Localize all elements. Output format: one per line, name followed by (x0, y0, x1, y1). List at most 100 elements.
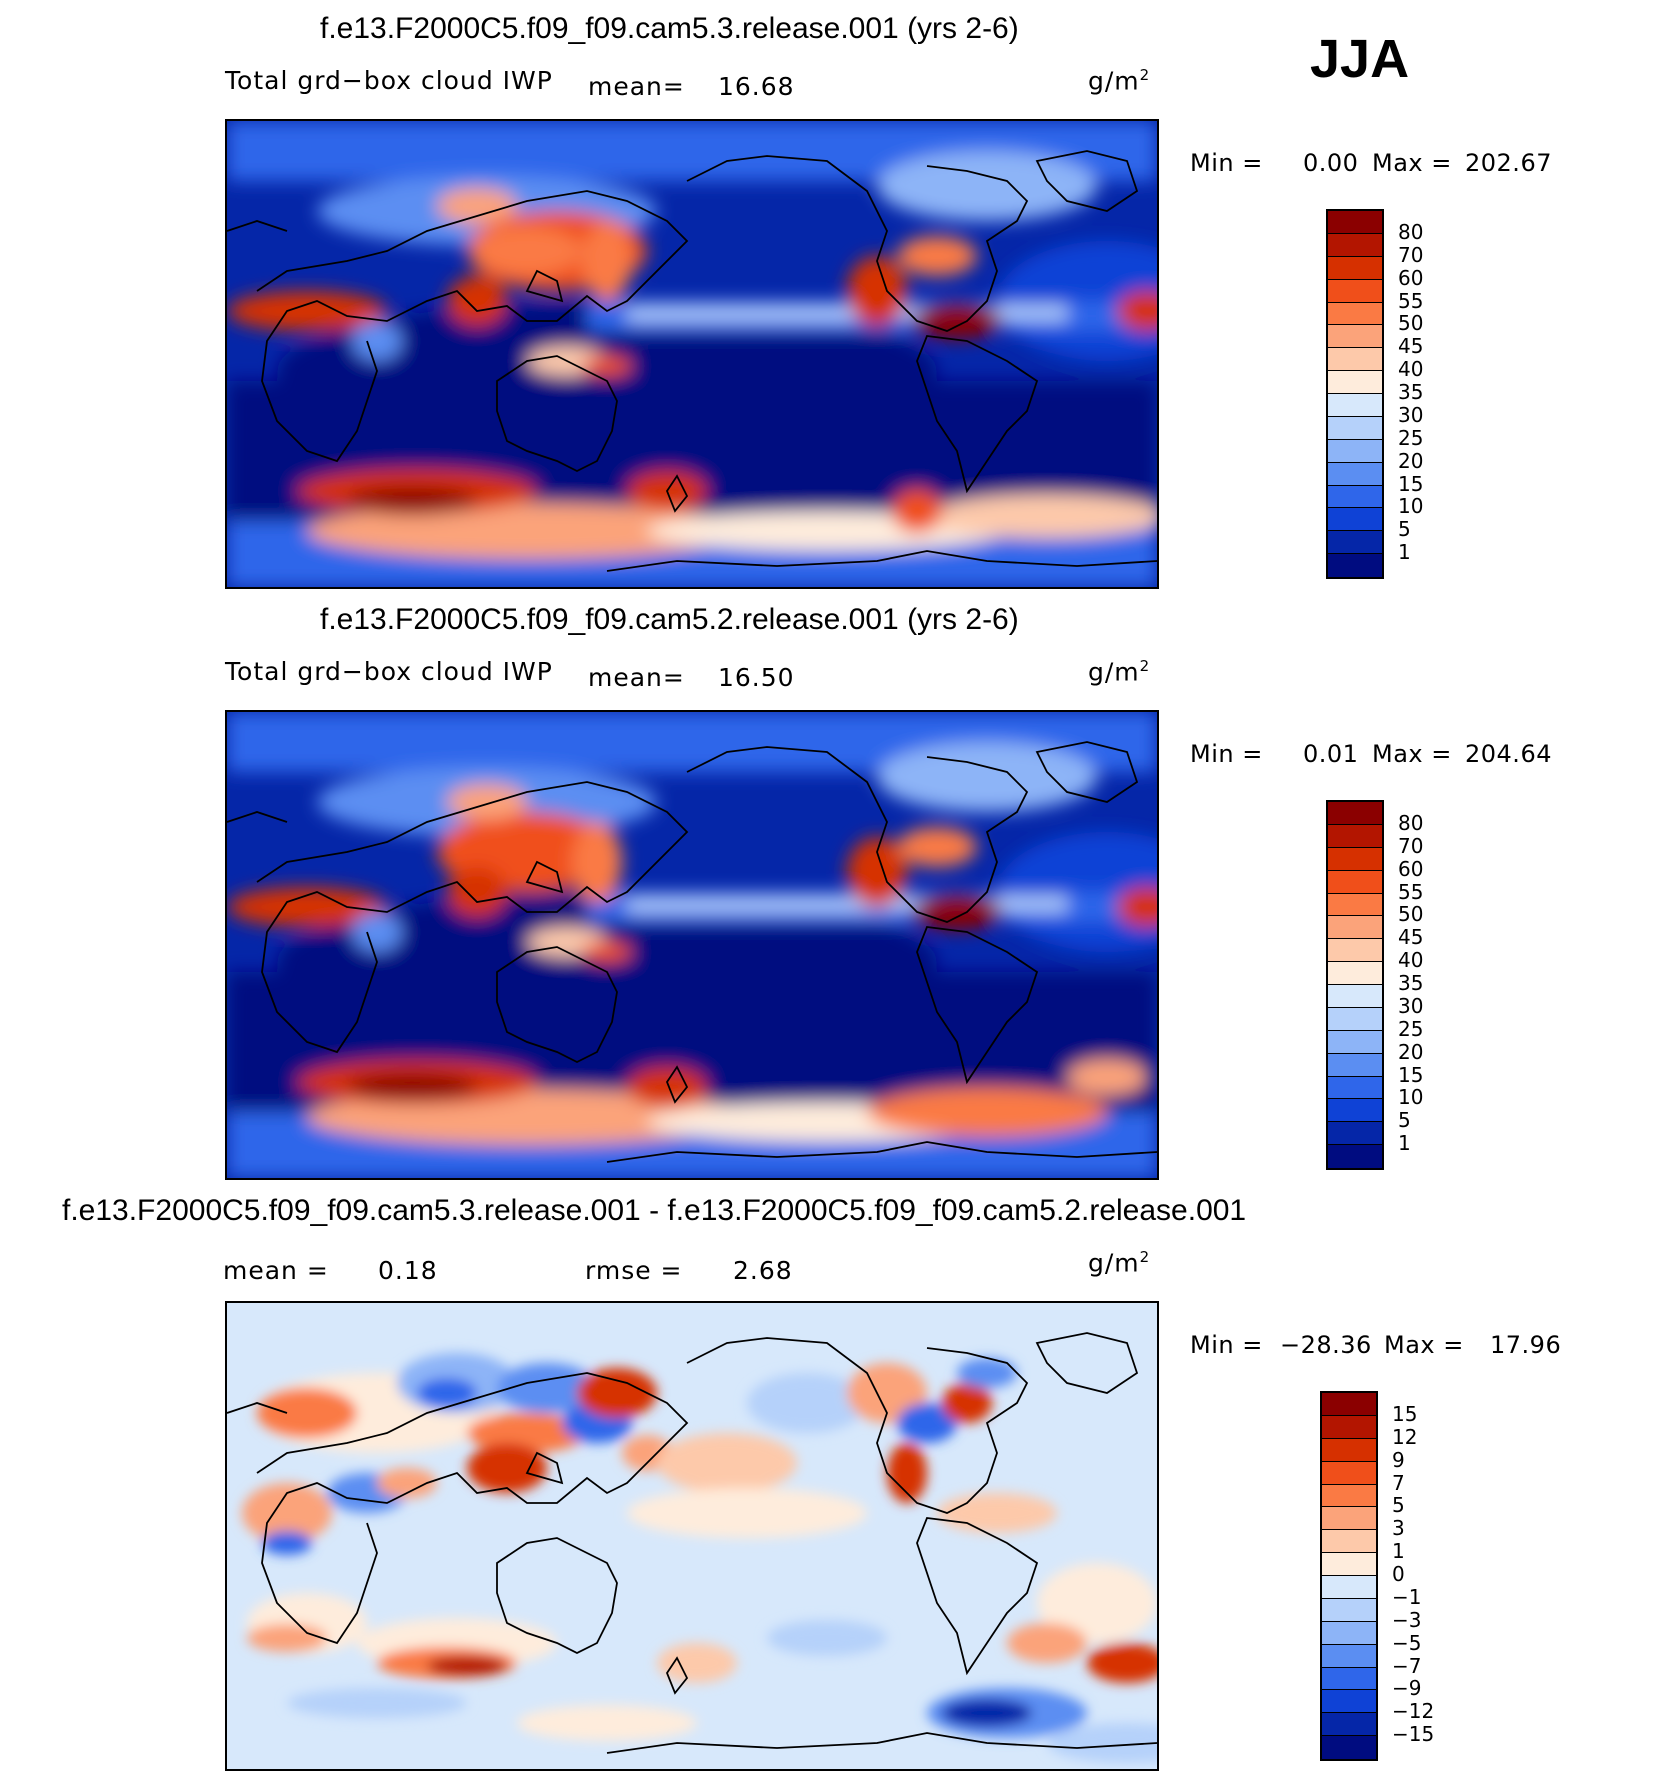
colorbar-swatch (1328, 939, 1382, 963)
colorbar-swatch (1328, 531, 1382, 555)
colorbar-tick-label: 1 (1392, 1539, 1405, 1564)
colorbar-tick-label: 80 (1398, 219, 1424, 244)
colorbar-swatch (1328, 439, 1382, 463)
panel1-mean-label: mean= (588, 72, 685, 101)
panel2-map (225, 710, 1159, 1180)
colorbar-tick-label: 15 (1392, 1401, 1418, 1426)
colorbar-tick-label: 20 (1398, 448, 1424, 473)
colorbar-swatch (1328, 893, 1382, 917)
colorbar-tick-label: −12 (1392, 1699, 1435, 1724)
panel3-rmse-label: rmse = (585, 1256, 683, 1285)
colorbar-swatch (1322, 1530, 1376, 1554)
colorbar-swatch (1328, 485, 1382, 509)
colorbar-tick-label: 25 (1398, 425, 1424, 450)
colorbar-tick-label: −15 (1392, 1722, 1435, 1747)
panel1-map (225, 119, 1159, 589)
colorbar-tick-label: −5 (1392, 1630, 1422, 1655)
colorbar-swatch (1322, 1576, 1376, 1599)
colorbar-tick-label: 25 (1398, 1016, 1424, 1041)
colorbar-swatch (1328, 256, 1382, 280)
colorbar-tick-label: 30 (1398, 402, 1424, 427)
colorbar-swatch (1328, 554, 1382, 577)
colorbar-swatch (1328, 211, 1382, 234)
panel2-coastlines (227, 741, 1157, 1163)
panel2-title: f.e13.F2000C5.f09_f09.cam5.2.release.001… (320, 603, 1019, 636)
panel2-min-value: 0.01 (1303, 740, 1359, 768)
panel3-max-label: Max = (1384, 1331, 1464, 1359)
colorbar-swatch (1328, 371, 1382, 394)
colorbar-swatch (1328, 824, 1382, 848)
colorbar-tick-label: 45 (1398, 925, 1424, 950)
panel1-units: g/m2 (1088, 66, 1151, 96)
panel3-title: f.e13.F2000C5.f09_f09.cam5.3.release.001… (62, 1194, 1247, 1227)
colorbar-swatch (1322, 1621, 1376, 1645)
colorbar-swatch (1328, 916, 1382, 940)
panel1-min-value: 0.00 (1303, 149, 1359, 177)
panel1-max-label: Max = (1372, 149, 1452, 177)
colorbar-tick-label: 1 (1398, 540, 1411, 565)
colorbar-swatch (1328, 870, 1382, 894)
panel3-units: g/m2 (1088, 1248, 1151, 1278)
colorbar-swatch (1328, 302, 1382, 326)
colorbar-tick-label: 35 (1398, 971, 1424, 995)
panel2-mean-value: 16.50 (718, 663, 795, 692)
panel3-min-label: Min = (1190, 1331, 1263, 1359)
panel1-max-value: 202.67 (1465, 149, 1552, 177)
colorbar-swatch (1322, 1598, 1376, 1622)
panel1-min-label: Min = (1190, 149, 1263, 177)
colorbar-swatch (1328, 847, 1382, 871)
panel2-units: g/m2 (1088, 657, 1151, 687)
colorbar-swatch (1328, 348, 1382, 372)
colorbar-tick-label: 7 (1392, 1470, 1405, 1495)
panel1-variable: Total grd−box cloud IWP (225, 66, 553, 95)
panel3-min-value: −28.36 (1280, 1331, 1372, 1359)
colorbar-tick-label: 5 (1398, 517, 1411, 542)
colorbar-swatch (1328, 462, 1382, 486)
colorbar-tick-label: 60 (1398, 856, 1424, 881)
colorbar-tick-label: 10 (1398, 1085, 1424, 1110)
colorbar-swatch (1322, 1393, 1376, 1416)
season-label: JJA (1310, 29, 1410, 89)
colorbar-tick-label: 60 (1398, 265, 1424, 290)
panel3-mean-value: 0.18 (378, 1256, 438, 1285)
colorbar-tick-label: 55 (1398, 879, 1424, 904)
colorbar-swatch (1322, 1713, 1376, 1737)
colorbar-tick-label: 50 (1398, 902, 1424, 927)
colorbar-swatch (1322, 1438, 1376, 1462)
colorbar-tick-label: −3 (1392, 1607, 1422, 1632)
colorbar-swatch (1328, 1030, 1382, 1054)
colorbar-swatch (1328, 1099, 1382, 1123)
panel1-field (227, 121, 1157, 587)
panel1-title: f.e13.F2000C5.f09_f09.cam5.3.release.001… (320, 12, 1019, 45)
colorbar-swatch (1328, 1007, 1382, 1031)
colorbar-swatch (1328, 394, 1382, 417)
colorbar-swatch (1328, 1145, 1382, 1168)
colorbar-tick-label: 80 (1398, 810, 1424, 835)
colorbar-tick-label: 15 (1398, 471, 1424, 496)
colorbar-swatch (1328, 279, 1382, 303)
colorbar-swatch (1322, 1667, 1376, 1691)
colorbar-swatch (1328, 1122, 1382, 1146)
panel3-field (227, 1303, 1157, 1769)
panel2-colorbar (1326, 800, 1384, 1170)
colorbar-tick-label: 50 (1398, 311, 1424, 336)
colorbar-tick-label: 55 (1398, 288, 1424, 313)
colorbar-swatch (1328, 233, 1382, 257)
colorbar-swatch (1328, 325, 1382, 349)
colorbar-tick-label: 35 (1398, 380, 1424, 404)
colorbar-swatch (1322, 1507, 1376, 1531)
colorbar-tick-label: 10 (1398, 494, 1424, 519)
panel3-mean-label: mean = (223, 1256, 329, 1285)
panel2-max-value: 204.64 (1465, 740, 1552, 768)
colorbar-swatch (1322, 1461, 1376, 1485)
colorbar-swatch (1328, 962, 1382, 985)
panel3-max-value: 17.96 (1490, 1331, 1562, 1359)
colorbar-tick-label: 30 (1398, 993, 1424, 1018)
colorbar-tick-label: 9 (1392, 1447, 1405, 1472)
colorbar-tick-label: 5 (1398, 1108, 1411, 1133)
panel1-colorbar (1326, 209, 1384, 579)
colorbar-swatch (1322, 1644, 1376, 1668)
colorbar-tick-label: 3 (1392, 1516, 1405, 1541)
panel2-max-label: Max = (1372, 740, 1452, 768)
colorbar-tick-label: 5 (1392, 1493, 1405, 1518)
